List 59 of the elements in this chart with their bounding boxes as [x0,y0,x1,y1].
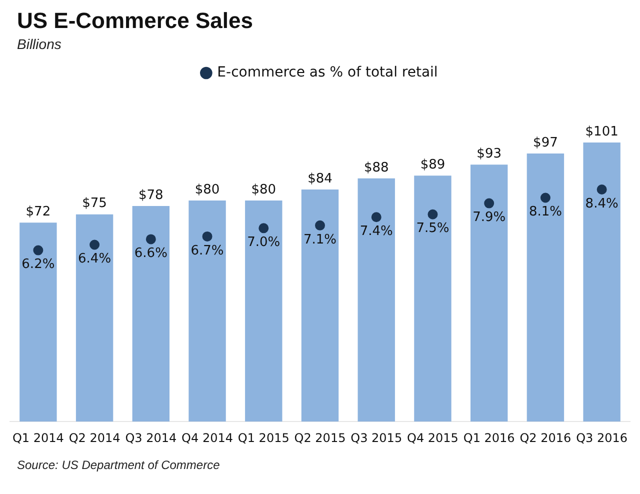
bar [76,214,114,422]
data-label: 6.2% [22,257,55,272]
x-tick-label: Q3 2016 [576,430,628,445]
data-label: $97 [533,135,558,150]
bar [132,206,170,422]
x-tick-label: Q4 2015 [407,430,458,445]
bar [188,200,226,422]
point [146,234,156,244]
chart-title: US E-Commerce Sales [17,8,253,34]
point [540,192,550,203]
point [33,245,44,256]
x-tick-label: Q3 2015 [350,430,402,445]
bar [414,176,452,422]
data-label: $93 [476,146,502,162]
data-label: 7.9% [472,210,506,226]
data-label: $89 [420,158,446,173]
data-label: 7.1% [303,232,337,248]
x-tick-label: Q3 2014 [125,430,177,445]
x-tick-label: Q2 2015 [294,430,346,445]
source-note: Source: US Department of Commerce [17,458,220,472]
data-label: 8.1% [528,204,562,220]
chart-subtitle: Billions [17,36,62,52]
data-label: 6.4% [78,252,112,267]
legend-label: E-commerce as % of total retail [217,64,438,81]
bar [470,164,508,422]
point [315,220,325,230]
point [596,184,607,194]
point [484,198,494,208]
bar [245,200,282,422]
data-label: 6.7% [190,243,224,258]
point [371,212,382,222]
data-label: 7.4% [360,224,393,239]
bar [583,142,620,422]
x-tick-label: Q4 2014 [182,430,233,445]
data-label: $84 [308,171,332,186]
data-label: 7.0% [247,235,280,250]
x-tick-label: Q2 2014 [68,430,120,445]
point [90,240,100,250]
data-label: $80 [194,182,220,198]
point [428,209,438,220]
data-label: 7.5% [416,221,450,236]
bar [20,222,57,422]
bar [526,154,564,422]
data-label: $101 [585,124,618,140]
data-label: $75 [82,196,107,212]
x-tick-label: Q1 2014 [12,430,64,445]
data-label: $88 [364,160,389,176]
bar [358,178,395,422]
bar [301,189,339,422]
x-tick-label: Q2 2016 [520,430,572,445]
data-label: 8.4% [585,196,618,212]
x-tick-label: Q1 2015 [238,430,290,445]
point [202,231,212,242]
data-label: $78 [138,188,164,203]
data-label: $80 [251,182,276,198]
data-label: $72 [26,204,51,220]
x-tick-label: Q1 2016 [463,430,515,445]
data-label: 6.6% [134,246,168,262]
point [258,223,269,234]
